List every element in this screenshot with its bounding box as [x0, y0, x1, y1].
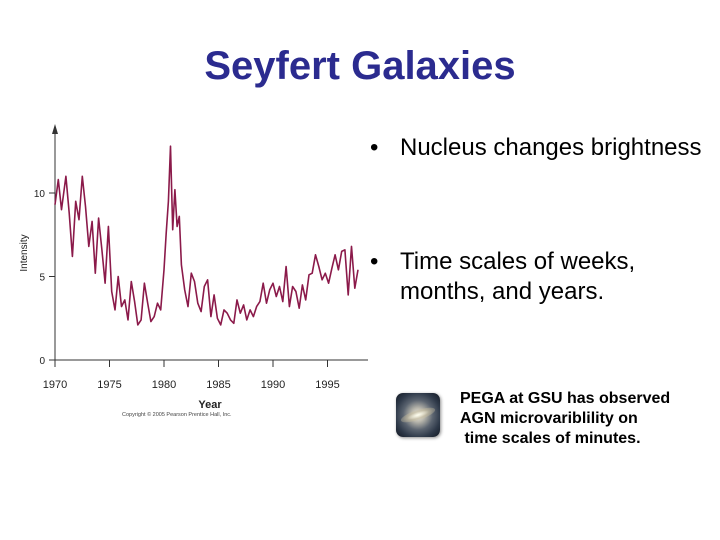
x-tick-label: 1990 — [261, 379, 285, 391]
bullet-marker: • — [370, 134, 379, 161]
pega-note: PEGA at GSU has observed AGN microvaribl… — [460, 389, 715, 449]
galaxy-photo-icon — [396, 393, 440, 437]
x-tick-label: 1995 — [315, 379, 339, 391]
slide-title: Seyfert Galaxies — [204, 44, 516, 88]
intensity-series-line — [54, 145, 359, 326]
bullet-item: • Time scales of weeks, months, and year… — [370, 247, 715, 307]
pega-note-line: PEGA at GSU has observed — [460, 390, 671, 407]
bullet-text: Nucleus changes brightness — [400, 134, 702, 161]
pega-note-line: AGN microvariblility on — [460, 410, 638, 427]
y-tick-label: 5 — [39, 273, 45, 284]
x-tick-label: 1985 — [206, 379, 230, 391]
bullet-item: • Nucleus changes brightness — [370, 133, 715, 163]
x-axis-label: Year — [198, 399, 222, 411]
intensity-chart: 1970 1975 1980 1985 1990 1995 0 5 10 Year Intens… — [19, 124, 368, 418]
x-tick-label: 1970 — [43, 379, 67, 391]
y-axis-arrow — [52, 124, 58, 134]
x-tick-label: 1975 — [97, 379, 121, 391]
chart-ticks: 1970 1975 1980 1985 1990 1995 0 5 10 — [34, 189, 340, 391]
bullet-marker: • — [370, 248, 379, 275]
bullet-text: Time scales of weeks, months, and years. — [400, 248, 636, 305]
pega-note-line: time scales of minutes. — [460, 430, 641, 447]
y-tick-label: 0 — [39, 356, 45, 367]
chart-axes — [52, 124, 368, 361]
x-tick-label: 1980 — [152, 379, 176, 391]
chart-series-layer — [54, 145, 359, 326]
y-axis-label: Intensity — [19, 234, 30, 271]
y-tick-label: 10 — [34, 189, 46, 200]
copyright-credit: Copyright © 2005 Pearson Prentice Hall, … — [122, 411, 232, 418]
